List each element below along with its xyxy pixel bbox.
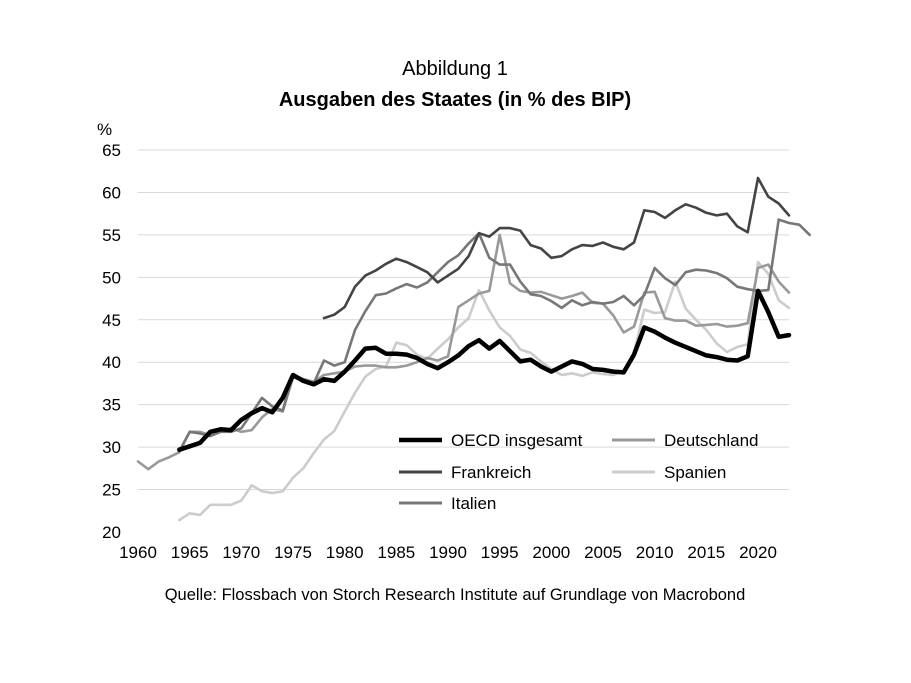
x-tick-label: 1980 xyxy=(326,543,364,562)
legend-label: OECD insgesamt xyxy=(451,431,583,450)
y-tick-label: 35 xyxy=(102,396,121,415)
x-tick-label: 2010 xyxy=(636,543,674,562)
y-tick-label: 40 xyxy=(102,353,121,372)
x-tick-label: 1985 xyxy=(377,543,415,562)
series-line-spanien xyxy=(178,260,791,522)
y-axis-unit-label: % xyxy=(97,120,112,139)
legend-label: Deutschland xyxy=(664,431,759,450)
x-tick-label: 2000 xyxy=(532,543,570,562)
y-tick-label: 30 xyxy=(102,438,121,457)
legend-label: Frankreich xyxy=(451,463,531,482)
y-tick-label: 65 xyxy=(102,141,121,160)
x-tick-label: 1970 xyxy=(222,543,260,562)
x-tick-label: 1990 xyxy=(429,543,467,562)
series-line-frankreich xyxy=(322,176,791,320)
y-tick-label: 55 xyxy=(102,226,121,245)
gridlines xyxy=(138,149,789,491)
x-tick-label: 2020 xyxy=(739,543,777,562)
series-line-deutschland xyxy=(136,233,791,471)
series-lines xyxy=(136,176,812,522)
x-tick-label: 1995 xyxy=(481,543,519,562)
legend-label: Spanien xyxy=(664,463,726,482)
y-tick-label: 25 xyxy=(102,481,121,500)
x-tick-label: 2005 xyxy=(584,543,622,562)
legend-label: Italien xyxy=(451,494,496,513)
x-tick-label: 2015 xyxy=(687,543,725,562)
chart-supertitle: Abbildung 1 xyxy=(402,58,508,80)
y-tick-label: 60 xyxy=(102,183,121,202)
x-axis-ticks: 1960 1965 1970 1975 1980 1985 1990 1995 2000 2005… xyxy=(119,543,777,562)
y-tick-label: 50 xyxy=(102,268,121,287)
legend: OECD insgesamt Deutschland Frankreich Spani… xyxy=(399,431,759,513)
chart-source: Quelle: Flossbach von Storch Research In… xyxy=(165,586,746,604)
y-axis-ticks: 20 25 30 35 40 45 50 55 60 65 xyxy=(102,141,121,542)
series-line-italien xyxy=(178,218,812,453)
y-tick-label: 20 xyxy=(102,523,121,542)
x-tick-label: 1965 xyxy=(171,543,209,562)
x-tick-label: 1975 xyxy=(274,543,312,562)
x-tick-label: 1960 xyxy=(119,543,157,562)
y-tick-label: 45 xyxy=(102,311,121,330)
chart-title: Ausgaben des Staates (in % des BIP) xyxy=(279,89,631,111)
series-line-oecd-insgesamt xyxy=(177,288,792,452)
